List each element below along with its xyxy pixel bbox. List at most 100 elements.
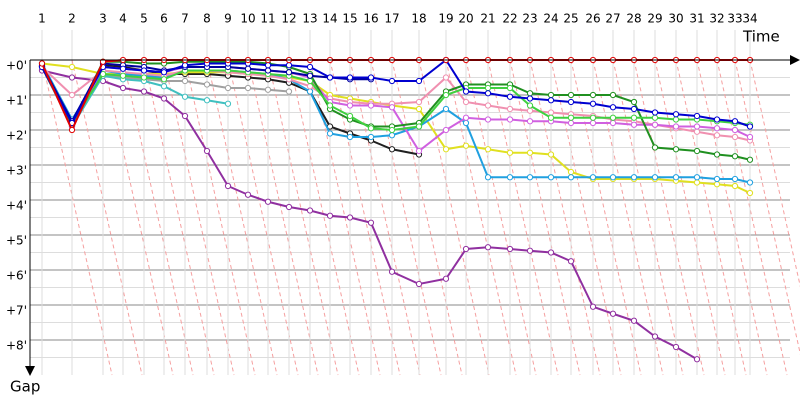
- x-tick-label: 9: [224, 12, 232, 26]
- x-tick-label: 7: [181, 12, 189, 26]
- x-tick-label: 5: [140, 12, 148, 26]
- y-axis-title: Gap: [10, 378, 40, 396]
- point: [462, 98, 470, 106]
- point: [547, 109, 555, 116]
- y-tick-label: +7': [6, 304, 27, 318]
- point: [506, 105, 514, 113]
- point: [346, 74, 354, 81]
- lap-line: [143, 59, 215, 376]
- lap-line: [445, 59, 517, 376]
- point: [388, 146, 396, 153]
- point: [415, 147, 423, 155]
- point: [264, 198, 272, 205]
- lap-line: [163, 59, 235, 376]
- x-tick-label: 23: [522, 12, 537, 26]
- point: [244, 65, 252, 72]
- x-tick-label: 31: [689, 12, 704, 26]
- point: [285, 88, 293, 95]
- point: [547, 151, 555, 158]
- lap-line: [487, 59, 559, 376]
- point: [731, 126, 739, 134]
- point: [609, 91, 617, 99]
- point: [68, 74, 76, 81]
- point: [462, 114, 470, 121]
- point: [38, 60, 46, 67]
- point: [140, 67, 148, 74]
- lap-line: [654, 59, 726, 376]
- point: [388, 77, 396, 85]
- point: [506, 245, 514, 253]
- point: [203, 81, 211, 88]
- point: [731, 118, 739, 125]
- x-tick-label: 20: [458, 12, 473, 26]
- point: [367, 74, 375, 81]
- point: [388, 104, 396, 111]
- lap-line: [749, 59, 800, 288]
- x-tick-label: 18: [411, 12, 426, 26]
- y-arrow: [25, 366, 35, 376]
- point: [326, 130, 334, 137]
- lap-line: [288, 59, 360, 376]
- x-tick-label: 14: [322, 12, 337, 26]
- y-tick-label: +8': [6, 339, 27, 353]
- point: [442, 91, 450, 99]
- point: [547, 91, 555, 99]
- y-tick-label: +6': [6, 269, 27, 283]
- point: [442, 275, 450, 282]
- point: [346, 133, 354, 141]
- point: [68, 126, 76, 134]
- point: [630, 105, 638, 113]
- point: [415, 77, 423, 85]
- point: [119, 72, 127, 79]
- lap-line: [418, 59, 490, 376]
- point: [346, 112, 354, 120]
- point: [224, 182, 232, 190]
- point: [609, 119, 617, 127]
- series-line: [41, 64, 751, 132]
- point: [713, 125, 721, 132]
- point: [713, 116, 721, 123]
- point: [224, 100, 232, 107]
- point: [651, 333, 659, 340]
- point: [609, 310, 617, 317]
- point: [630, 114, 638, 121]
- series-line: [41, 62, 371, 124]
- point: [462, 245, 470, 253]
- lap-line: [391, 59, 463, 376]
- lap-line: [227, 59, 299, 376]
- point: [526, 149, 534, 156]
- point: [442, 146, 450, 153]
- point: [506, 84, 514, 92]
- point: [181, 77, 189, 85]
- point: [484, 84, 492, 92]
- point: [746, 189, 754, 197]
- lap-line: [122, 59, 194, 376]
- point: [442, 74, 450, 81]
- point: [589, 119, 597, 127]
- point: [630, 174, 638, 181]
- lap-line: [184, 59, 256, 376]
- x-tick-label: 16: [363, 12, 378, 26]
- point: [306, 77, 314, 85]
- lap-line: [247, 59, 319, 376]
- point: [672, 116, 680, 123]
- x-tick-label: 13: [302, 12, 317, 26]
- point: [415, 105, 423, 113]
- x-tick-label: 11: [260, 12, 275, 26]
- point: [181, 93, 189, 100]
- y-tick-label: +1': [6, 94, 27, 108]
- point: [388, 268, 396, 275]
- point: [672, 111, 680, 118]
- lap-line: [102, 59, 174, 376]
- point: [547, 174, 555, 181]
- point: [651, 174, 659, 181]
- lap-line: [716, 59, 788, 376]
- point: [224, 84, 232, 92]
- x-arrow: [790, 55, 800, 65]
- point: [609, 174, 617, 181]
- lap-line: [41, 59, 113, 376]
- point: [506, 149, 514, 156]
- point: [731, 182, 739, 190]
- point: [285, 62, 293, 69]
